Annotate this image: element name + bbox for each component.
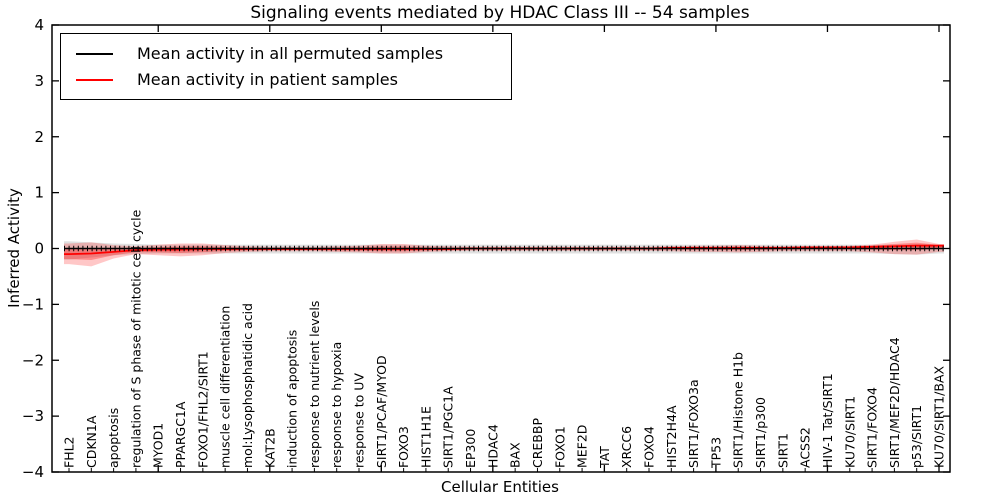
x-tick-label: KU70/SIRT1 <box>842 396 857 468</box>
x-tick-label: SIRT1/MEF2D/HDAC4 <box>887 337 902 468</box>
x-tick-label: CDKN1A <box>84 415 99 468</box>
legend-line-black <box>76 52 113 55</box>
x-tick-label: mol:Lysophosphatidic acid <box>240 303 255 468</box>
x-tick-label: SIRT1/FOXO4 <box>865 387 880 468</box>
x-axis-label: Cellular Entities <box>441 478 559 496</box>
x-tick-label: ACSS2 <box>798 427 813 468</box>
x-tick-label: CREBBP <box>530 418 545 468</box>
x-tick-label: p53/SIRT1 <box>909 405 924 468</box>
x-tick-label: FOXO3 <box>396 426 411 468</box>
y-tick-label: 0 <box>34 240 44 258</box>
band-patient-samples-range-outer- <box>64 239 944 267</box>
x-tick-label: SIRT1/FOXO3a <box>686 379 701 468</box>
x-tick-label: response to hypoxia <box>329 342 344 468</box>
y-tick-label: 1 <box>34 184 44 202</box>
x-tick-label: PPARGC1A <box>173 401 188 468</box>
x-tick-label: KU70/SIRT1/BAX <box>932 366 947 468</box>
x-tick-label: TP53 <box>708 437 723 469</box>
x-tick-label: SIRT1/p300 <box>753 397 768 468</box>
y-tick-label: −3 <box>22 407 44 425</box>
legend-line-red <box>76 78 113 81</box>
legend-item-patient: Mean activity in patient samples <box>76 70 511 89</box>
x-tick-label: XRCC6 <box>619 426 634 468</box>
x-tick-label: MEF2D <box>575 425 590 468</box>
band-permuted-samples-range <box>64 241 944 260</box>
chart-title: Signaling events mediated by HDAC Class … <box>250 3 750 23</box>
legend-item-permuted: Mean activity in all permuted samples <box>76 44 511 63</box>
x-tick-label: FOXO4 <box>642 426 657 468</box>
x-tick-label: FHL2 <box>62 436 77 468</box>
x-tick-label: regulation of S phase of mitotic cell cy… <box>128 209 143 468</box>
x-tick-label: apoptosis <box>106 408 121 468</box>
x-tick-label: HDAC4 <box>485 424 500 468</box>
x-tick-label: SIRT1/Histone H1b <box>731 352 746 468</box>
x-tick-label: SIRT1/PCAF/MYOD <box>374 355 389 468</box>
x-tick-label: FOXO1/FHL2/SIRT1 <box>195 351 210 468</box>
y-tick-label: 3 <box>34 72 44 90</box>
x-tick-label: SIRT1 <box>775 433 790 468</box>
x-tick-label: TAT <box>597 446 612 469</box>
x-tick-label: HIST2H4A <box>664 405 679 468</box>
legend-label-permuted: Mean activity in all permuted samples <box>137 44 444 63</box>
x-tick-label: HIST1H1E <box>418 406 433 468</box>
band-patient-samples-range-inner- <box>64 242 944 260</box>
x-tick-label: response to nutrient levels <box>307 301 322 468</box>
x-tick-label: response to UV <box>352 373 367 468</box>
x-tick-label: KAT2B <box>262 428 277 468</box>
y-tick-label: 2 <box>34 128 44 146</box>
y-tick-label: −4 <box>22 463 44 481</box>
y-tick-label: −1 <box>22 295 44 313</box>
legend-label-patient: Mean activity in patient samples <box>137 70 398 89</box>
y-tick-label: −2 <box>22 351 44 369</box>
x-tick-label: induction of apoptosis <box>285 330 300 468</box>
x-tick-label: muscle cell differentiation <box>218 306 233 468</box>
x-tick-label: HIV-1 Tat/SIRT1 <box>820 373 835 468</box>
x-tick-label: SIRT1/PGC1A <box>441 386 456 468</box>
x-tick-label: MYOD1 <box>151 423 166 468</box>
y-tick-label: 4 <box>34 16 44 34</box>
x-tick-label: BAX <box>508 442 523 468</box>
x-tick-label: FOXO1 <box>552 426 567 468</box>
legend: Mean activity in all permuted samples Me… <box>60 33 512 100</box>
x-tick-label: EP300 <box>463 429 478 468</box>
